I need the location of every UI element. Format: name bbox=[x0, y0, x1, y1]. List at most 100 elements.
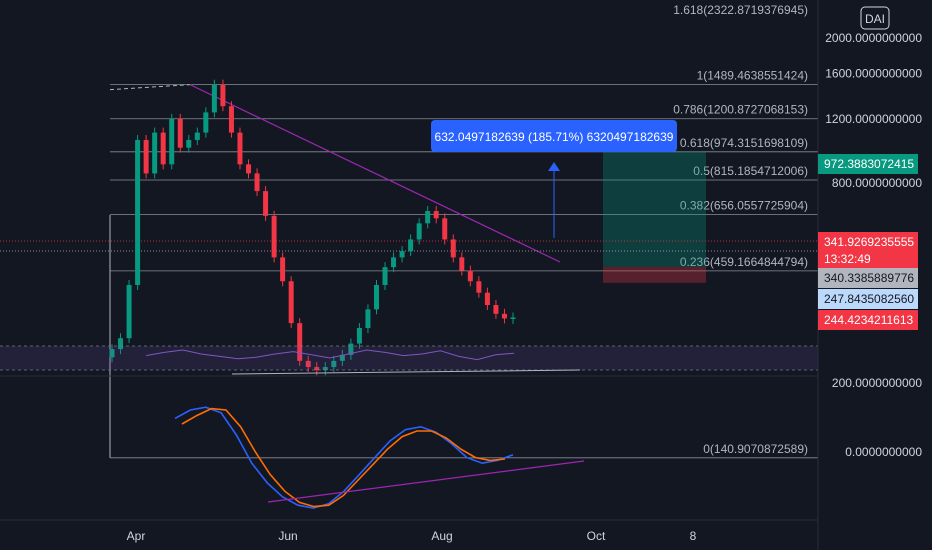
candle-5 bbox=[152, 132, 158, 174]
candle-15 bbox=[237, 132, 243, 165]
candle-10 bbox=[194, 132, 200, 140]
rsi-panel bbox=[0, 345, 818, 375]
candle-29 bbox=[356, 328, 362, 344]
candle-36 bbox=[416, 223, 422, 240]
price-tag-5: 244.4234211613 bbox=[824, 313, 914, 327]
price-tag-2: 13:32:49 bbox=[824, 252, 871, 266]
candle-34 bbox=[399, 251, 405, 258]
price-tag-0: 972.3883072415 bbox=[824, 157, 914, 171]
candle-8 bbox=[177, 118, 183, 148]
symbol-badge: DAI bbox=[865, 12, 885, 26]
candle-31 bbox=[373, 284, 379, 310]
candle-30 bbox=[365, 309, 371, 328]
time-tick-0: Apr bbox=[127, 529, 146, 543]
macd-panel bbox=[174, 406, 585, 509]
candle-38 bbox=[433, 211, 439, 219]
price-tick-3: 800.0000000000 bbox=[832, 176, 922, 190]
fib-label-1: 1(1489.4638551424) bbox=[697, 69, 808, 83]
fib-lines: 1.618(2322.8719376945) 1(1489.4638551424)… bbox=[110, 3, 818, 459]
candle-18 bbox=[263, 191, 269, 216]
candle-35 bbox=[408, 239, 414, 252]
candle-25 bbox=[322, 367, 328, 371]
descending-trendline bbox=[189, 84, 561, 263]
candle-28 bbox=[348, 343, 354, 355]
candle-2 bbox=[126, 284, 132, 339]
price-tag-bg-3 bbox=[818, 268, 918, 288]
price-tick-2: 1200.0000000000 bbox=[825, 112, 922, 126]
measure-tooltip: 632.0497182639 (185.71%) 6320497182639 bbox=[435, 130, 674, 144]
candle-44 bbox=[484, 292, 490, 306]
price-tag-bg-0 bbox=[818, 154, 918, 174]
fib-label-3: 0.618(974.3151698109) bbox=[680, 136, 808, 150]
tags: 972.3883072415 341.9269235555 13:32:49 340.… bbox=[818, 154, 918, 330]
macd-line bbox=[174, 406, 514, 509]
price-tag-bg-4 bbox=[818, 289, 918, 309]
candle-45 bbox=[493, 305, 499, 314]
candle-17 bbox=[254, 173, 260, 192]
candle-11 bbox=[203, 112, 209, 133]
fib-label-6: 0.236(459.1664844794) bbox=[680, 255, 808, 269]
price-tag-4: 247.8435082560 bbox=[824, 292, 914, 306]
candle-20 bbox=[280, 257, 286, 282]
candle-40 bbox=[450, 239, 456, 258]
symbol-badge-frame bbox=[860, 6, 890, 30]
time-tick-2: Aug bbox=[431, 529, 452, 543]
fib-label-2: 0.786(1200.8727068153) bbox=[673, 103, 808, 117]
fib-label-7: 0(140.9070872589) bbox=[703, 442, 808, 456]
osc-tick-1: 0.0000000000 bbox=[845, 445, 922, 459]
candle-7 bbox=[169, 118, 175, 165]
measure-arrow-head bbox=[548, 162, 560, 171]
rsi-trendline bbox=[231, 369, 581, 375]
time-tick-3: Oct bbox=[587, 529, 606, 543]
candle-32 bbox=[382, 267, 388, 285]
macd-trendline bbox=[267, 460, 585, 503]
candle-4 bbox=[143, 139, 149, 174]
candle-42 bbox=[467, 270, 473, 282]
price-tag-3: 340.3385889776 bbox=[824, 271, 914, 285]
candle-19 bbox=[271, 215, 277, 258]
rsi-band bbox=[0, 346, 818, 370]
profit-zone bbox=[603, 151, 706, 267]
fib-label-5: 0.382(656.0557725904) bbox=[680, 198, 808, 212]
candle-46 bbox=[501, 313, 507, 319]
time-tick-1: Jun bbox=[278, 529, 297, 543]
candle-12 bbox=[211, 84, 217, 113]
price-tick-0: 2000.0000000000 bbox=[825, 31, 922, 45]
time-tick-4: 8 bbox=[690, 529, 697, 543]
candle-27 bbox=[339, 354, 345, 361]
candle-13 bbox=[220, 84, 226, 107]
candle-33 bbox=[391, 257, 397, 268]
price-tag-bg-2 bbox=[818, 249, 918, 269]
price-tick-1: 1600.0000000000 bbox=[825, 66, 922, 80]
candle-22 bbox=[297, 323, 303, 361]
candle-21 bbox=[288, 281, 294, 324]
candle-37 bbox=[425, 211, 431, 224]
signal-line bbox=[181, 407, 506, 508]
candle-9 bbox=[186, 139, 192, 148]
candle-39 bbox=[442, 218, 448, 240]
osc-tick-0: 200.0000000000 bbox=[832, 376, 922, 390]
candle-47 bbox=[510, 317, 516, 319]
fib-label-0: 1.618(2322.8719376945) bbox=[673, 3, 808, 17]
candles bbox=[109, 79, 516, 376]
fib-label-4: 0.5(815.1854712006) bbox=[693, 164, 808, 178]
candle-24 bbox=[314, 367, 320, 371]
candle-14 bbox=[228, 106, 234, 133]
measure-tooltip-bg bbox=[431, 120, 677, 152]
price-tag-1: 341.9269235555 bbox=[824, 235, 914, 249]
candle-0 bbox=[109, 349, 115, 358]
price-tag-bg-5 bbox=[818, 310, 918, 330]
candle-1 bbox=[118, 338, 124, 350]
price-tag-bg-1 bbox=[818, 232, 918, 252]
candle-26 bbox=[331, 360, 337, 368]
candle-43 bbox=[476, 281, 482, 293]
candle-23 bbox=[305, 360, 311, 368]
candle-16 bbox=[246, 164, 252, 174]
rsi-line bbox=[145, 349, 515, 361]
candle-3 bbox=[135, 139, 141, 285]
rising-dashed-line bbox=[109, 84, 191, 91]
candle-6 bbox=[160, 132, 166, 165]
candle-41 bbox=[459, 257, 465, 271]
